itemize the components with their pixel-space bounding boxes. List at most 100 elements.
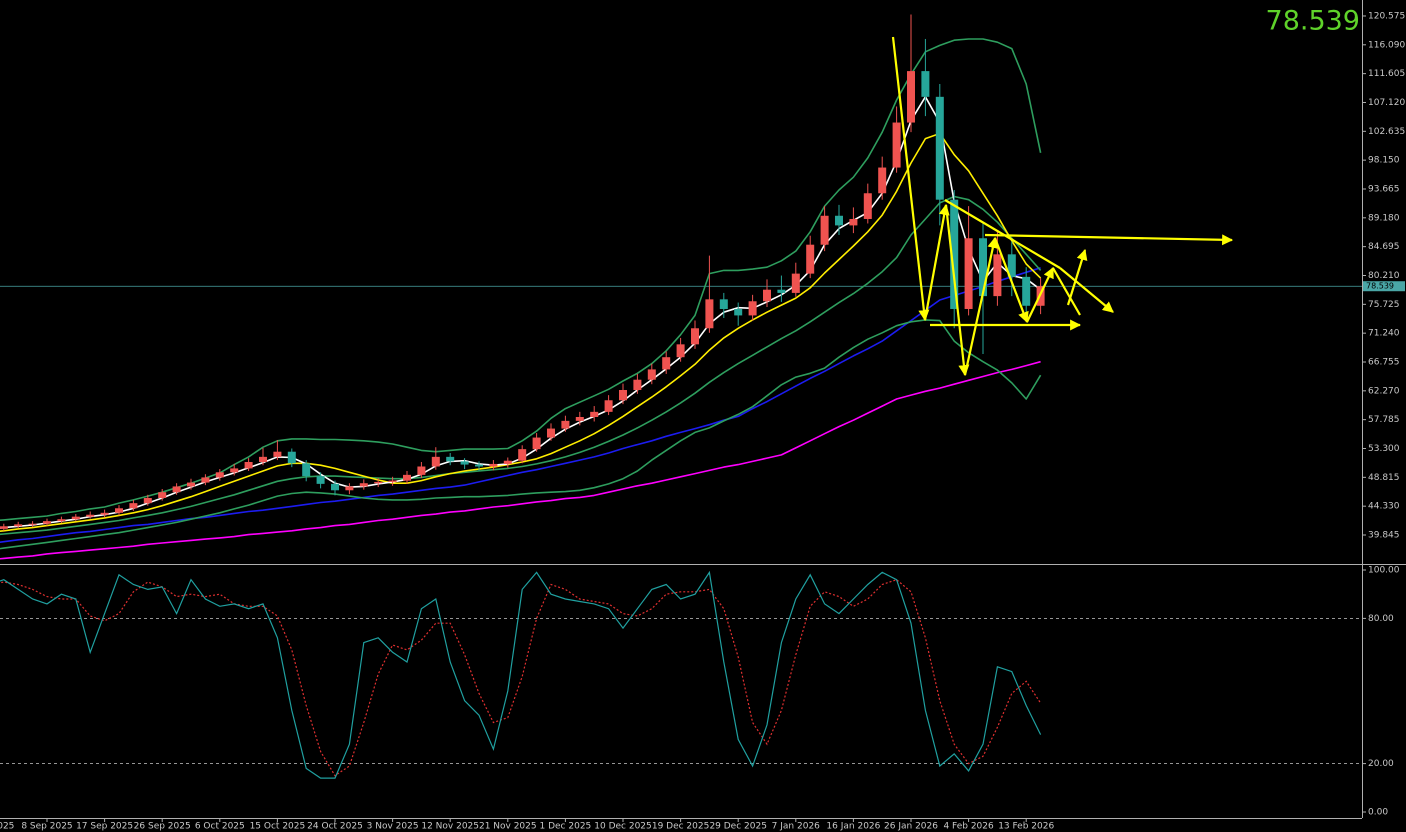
candle-body [993, 254, 1002, 297]
candle-body [604, 400, 613, 412]
candle-body [388, 480, 397, 482]
candle-body [503, 460, 512, 464]
candle-body [907, 71, 915, 123]
x-tick-label: 26 Jan 2026 [884, 822, 938, 832]
y-tick-label: 111.605 [1368, 69, 1405, 79]
candle-body [446, 456, 455, 462]
candle-body [935, 96, 944, 200]
candle-body [273, 451, 282, 457]
x-tick-label: 16 Jan 2026 [826, 822, 880, 832]
y-tick-label: 44.330 [1368, 502, 1400, 512]
candle-body [417, 466, 426, 475]
candle-body [892, 122, 901, 168]
candle-body [431, 456, 440, 467]
annotations [891, 36, 1234, 377]
candle-body [0, 526, 8, 529]
x-tick-label: 10 Dec 2025 [594, 822, 652, 832]
candle-body [259, 456, 267, 462]
x-tick-label: 4 Feb 2026 [943, 822, 994, 832]
candle-body [748, 301, 757, 316]
candle-body [878, 167, 887, 194]
candle-body [100, 512, 109, 515]
annotation-arrow [963, 236, 999, 376]
candle-body [172, 486, 181, 493]
annotation-arrow [1026, 267, 1054, 323]
annotation-arrow [944, 204, 970, 377]
candle-body [820, 215, 829, 245]
candle-body [43, 521, 51, 524]
candle-body [950, 199, 959, 309]
y-tick-label: 62.270 [1368, 386, 1400, 396]
candle-body [115, 508, 123, 513]
candle-body [129, 503, 138, 509]
candle-body [1022, 276, 1031, 306]
y-tick-label: 89.180 [1368, 213, 1400, 223]
candle-body [561, 420, 570, 429]
y-tick-label: 107.120 [1368, 98, 1405, 108]
x-tick-label: 2025 [0, 822, 14, 832]
indicator-line [0, 38, 1042, 522]
y-tick-label: 0.00 [1368, 807, 1388, 817]
last-price: 78.539 [1266, 6, 1360, 37]
y-tick-label: 48.815 [1368, 473, 1400, 483]
y-tick-label: 93.665 [1368, 184, 1400, 194]
indicator-line [0, 360, 1041, 560]
y-tick-label: 80.210 [1368, 271, 1400, 281]
candle-body [633, 379, 642, 390]
candle-body [215, 472, 224, 478]
x-tick-label: 3 Nov 2025 [367, 822, 419, 832]
candle-body [57, 519, 66, 522]
annotation-arrow [923, 203, 950, 321]
oscillator-line [0, 570, 1042, 779]
candle-body [489, 463, 498, 467]
candle-body [1007, 254, 1016, 277]
candle-body [143, 498, 152, 504]
candle-body [619, 389, 627, 401]
candle-body [359, 483, 368, 487]
candle-body [705, 299, 714, 329]
y-tick-label: 102.635 [1368, 127, 1405, 137]
y-tick-label: 80.00 [1368, 614, 1394, 624]
x-tick-label: 1 Dec 2025 [540, 822, 592, 832]
y-tick-label: 116.090 [1368, 40, 1405, 50]
y-tick-label: 53.300 [1368, 444, 1400, 454]
candle-body [316, 476, 325, 484]
candle-body [460, 461, 469, 465]
x-tick-label: 8 Sep 2025 [21, 822, 72, 832]
oscillator-line [0, 579, 1042, 777]
candle-body [532, 437, 541, 450]
candle-body [14, 524, 23, 527]
x-tick-label: 21 Nov 2025 [479, 822, 537, 832]
x-tick-label: 12 Nov 2025 [421, 822, 479, 832]
y-tick-label: 66.755 [1368, 357, 1400, 367]
candle-body [719, 299, 728, 309]
candle-body [345, 486, 354, 491]
candle-body [647, 369, 656, 380]
indicator-line [0, 267, 1041, 544]
y-tick-label: 20.00 [1368, 759, 1394, 769]
candle-body [201, 477, 210, 483]
candle-body [979, 238, 987, 297]
candle-body [518, 449, 527, 461]
candle-body [158, 492, 167, 499]
candle-body [230, 468, 239, 473]
candle-body [374, 481, 383, 484]
candle-body [791, 273, 800, 293]
x-tick-label: 7 Jan 2026 [772, 822, 820, 832]
annotation-arrow [1059, 267, 1114, 313]
indicator-line [0, 319, 1042, 550]
candle-body [187, 482, 195, 487]
x-tick-label: 15 Oct 2025 [250, 822, 306, 832]
x-tick-label: 19 Dec 2025 [652, 822, 710, 832]
x-tick-label: 24 Oct 2025 [307, 822, 363, 832]
candle-body [590, 411, 599, 417]
annotation-line [1052, 267, 1081, 316]
candle-body [71, 516, 80, 520]
candle-body [287, 451, 296, 464]
candle-body [806, 244, 815, 274]
candle-body [849, 218, 858, 226]
candle-body [302, 463, 311, 477]
candle-body [863, 193, 872, 219]
last-price-tag-label: 78.539 [1366, 282, 1394, 291]
